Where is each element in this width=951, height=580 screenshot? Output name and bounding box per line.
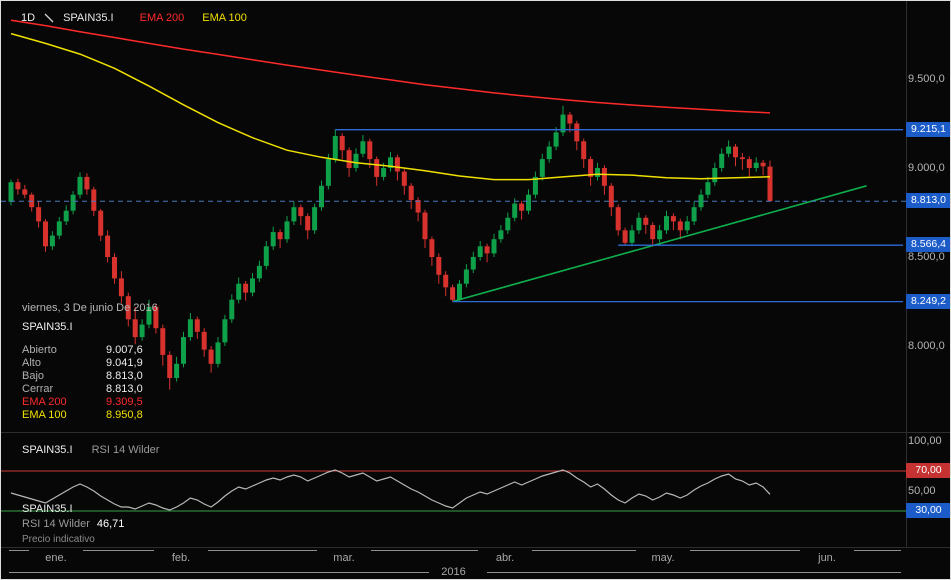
line-style-icon [44,13,54,23]
ema200-line [10,19,771,114]
axis-divider [906,1,907,547]
ema100-line [10,32,771,181]
month-label: abr. [495,552,515,564]
footer-indicator: RSI 14 Wilder [22,518,90,530]
ohlc-row-label: Alto [22,357,41,369]
tooltip-rows: Abierto 9.007,6 Alto 9.041,9 Bajo 8.813,0 Cerr… [22,344,158,422]
axis-segment [690,550,800,551]
ohlc-row-value: 9.309,5 [106,396,143,408]
price-axis-badge: 8.249,2 [906,293,950,309]
ohlc-row-label: Bajo [22,370,45,382]
chart-legend: 1D SPAIN35.I EMA 200 EMA 100 [21,12,247,24]
rsi-chart[interactable] [1,433,906,547]
ohlc-row-cerrar: Cerrar 8.813,0 [22,383,158,396]
trendline[interactable] [452,185,867,303]
ohlc-row-label: EMA 100 [22,409,67,421]
ohlc-row-alto: Alto 9.041,9 [22,357,158,370]
tooltip-date: viernes, 3 De junio De 2016 [22,302,158,314]
rsi-axis-badge: 70,00 [906,463,950,478]
year-label: 2016 [441,566,466,578]
month-label: ene. [45,552,67,564]
rsi-axis-badge: 30,00 [906,503,950,518]
rsi-panel-footer: SPAIN35.I RSI 14 Wilder 46,71 Precio indi… [22,502,124,547]
ema100-legend[interactable]: EMA 100 [202,12,247,24]
ohlc-row-label: Cerrar [22,383,54,395]
axis-segment [83,550,154,551]
ohlc-row-value: 9.041,9 [106,357,143,369]
price-axis-label: 9.500,0 [908,73,945,85]
indicative-price-note: Precio indicativo [22,534,95,545]
year-axis-segment [487,572,901,573]
rsi-symbol-label[interactable]: SPAIN35.I [22,444,73,456]
ohlc-row-label: Abierto [22,344,57,356]
ohlc-row-bajo: Bajo 8.813,0 [22,370,158,383]
year-axis-segment [9,572,429,573]
axis-segment [532,550,636,551]
rsi-value: 46,71 [96,518,125,530]
month-label: jun. [818,552,836,564]
price-axis-label: 9.000,0 [908,162,945,174]
ohlc-row-value: 8.813,0 [106,370,143,382]
month-label: mar. [333,552,355,564]
month-label: feb. [171,552,191,564]
price-axis-badge: 9.215,1 [906,121,950,137]
timeframe-selector[interactable]: 1D [21,12,36,24]
month-label: may. [651,552,675,564]
ohlc-row-ema-200: EMA 200 9.309,5 [22,396,158,409]
ohlc-row-value: 8.950,8 [106,409,143,421]
time-axis[interactable]: 2016 ene. feb. mar. abr. may. jun. [1,548,950,579]
rsi-panel-header: SPAIN35.I RSI 14 Wilder [22,444,159,456]
price-axis-label: 8.500,0 [908,251,945,263]
ema200-legend[interactable]: EMA 200 [139,12,185,24]
ohlc-row-value: 8.813,0 [106,383,143,395]
symbol-label[interactable]: SPAIN35.I [63,12,114,24]
price-axis-badge: 8.813,0 [906,193,950,209]
panel-divider [1,432,950,433]
ohlc-tooltip: viernes, 3 De junio De 2016 SPAIN35.I Ab… [22,302,158,422]
rsi-indicator-label[interactable]: RSI 14 Wilder [91,444,160,456]
price-axis-badge: 8.566,4 [906,237,950,253]
axis-segment [371,550,478,551]
ohlc-row-ema-100: EMA 100 8.950,8 [22,409,158,422]
rsi-axis-label: 50,00 [908,485,936,497]
tooltip-symbol: SPAIN35.I [22,321,73,333]
ohlc-row-abierto: Abierto 9.007,6 [22,344,158,357]
price-axis-label: 8.000,0 [908,340,945,352]
axis-segment [9,550,29,551]
footer-symbol: SPAIN35.I [22,503,73,515]
axis-segment [208,550,317,551]
horizontal-level-lines[interactable] [335,129,903,303]
ohlc-row-value: 9.007,6 [106,344,143,356]
rsi-axis-label: 100,00 [908,435,942,447]
candlestick-chart[interactable] [1,1,906,433]
axis-segment [854,550,901,551]
xaxis-divider [1,547,950,548]
ohlc-row-label: EMA 200 [22,396,67,408]
rsi-line [10,469,771,511]
